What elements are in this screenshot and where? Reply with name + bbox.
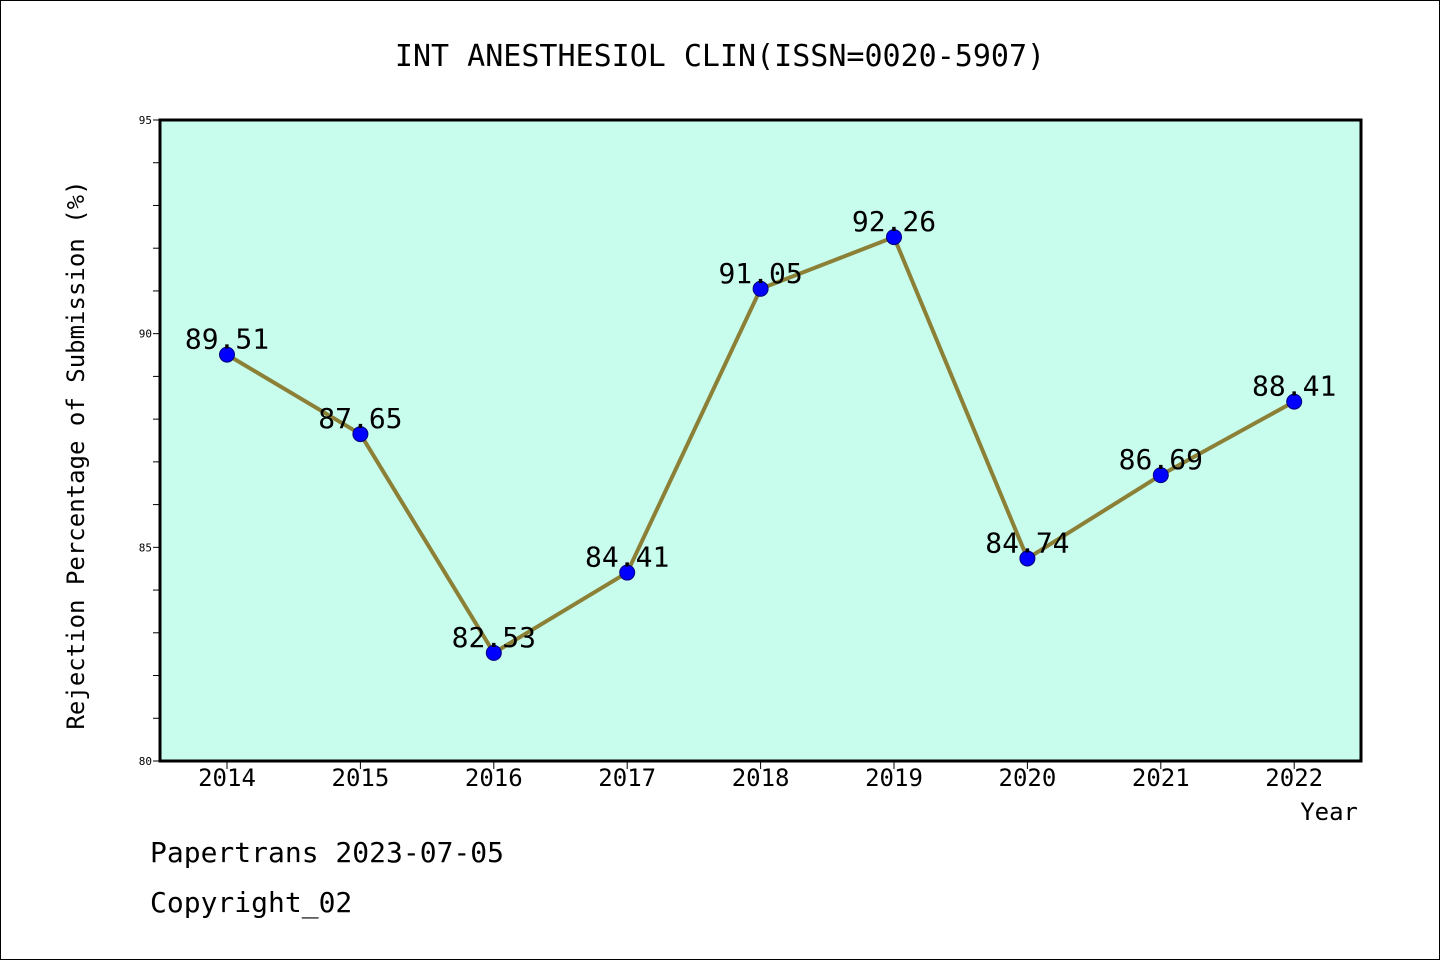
data-point <box>886 229 902 246</box>
y-axis-label: Rejection Percentage of Submission (%) <box>62 180 90 729</box>
plot-area <box>160 120 1361 761</box>
x-axis-label: Year <box>1300 798 1358 826</box>
data-point <box>485 644 502 661</box>
chart-title: INT ANESTHESIOL CLIN(ISSN=0020-5907) <box>395 39 1045 74</box>
data-point <box>752 280 769 297</box>
data-label: 91.05 <box>718 257 802 290</box>
x-tick-label: 2017 <box>598 764 656 792</box>
x-tick-label: 2021 <box>1132 764 1190 792</box>
data-point <box>219 346 235 363</box>
x-axis: 2014 2015 2016 2017 2018 2019 2020 2021 2022 <box>198 761 1323 792</box>
y-tick-label: 90 <box>139 328 152 341</box>
data-label: 84.74 <box>985 526 1069 559</box>
data-label: 88.41 <box>1252 370 1336 403</box>
x-tick-label: 2020 <box>999 764 1057 792</box>
series-layer <box>219 229 1303 661</box>
data-point <box>1152 467 1169 484</box>
footer-source: Papertrans 2023-07-05 <box>150 836 505 869</box>
plot-border <box>158 118 1363 763</box>
data-point <box>1286 393 1303 410</box>
data-label: 87.65 <box>318 402 402 435</box>
x-tick-label: 2014 <box>198 764 256 792</box>
data-label: 84.41 <box>585 541 669 574</box>
x-tick-label: 2015 <box>332 764 390 792</box>
data-label: 86.69 <box>1119 443 1203 476</box>
y-tick-label: 80 <box>139 755 152 768</box>
data-point <box>352 426 369 443</box>
data-label: 82.53 <box>452 621 536 654</box>
y-tick-label: 85 <box>139 541 152 554</box>
data-point <box>1019 550 1036 567</box>
x-tick-label: 2022 <box>1265 764 1323 792</box>
x-tick-label: 2019 <box>865 764 923 792</box>
x-tick-label: 2018 <box>732 764 790 792</box>
x-tick-label: 2016 <box>465 764 523 792</box>
data-label: 92.26 <box>852 205 936 238</box>
data-labels: 89.51 87.65 82.53 84.41 91.05 92.26 84.74 86.69… <box>185 205 1336 654</box>
data-label: 89.51 <box>185 323 269 356</box>
footer-copyright: Copyright_02 <box>150 886 353 919</box>
data-point <box>619 564 636 581</box>
y-axis: 80 85 90 95 <box>139 114 160 768</box>
y-tick-label: 95 <box>139 114 152 127</box>
